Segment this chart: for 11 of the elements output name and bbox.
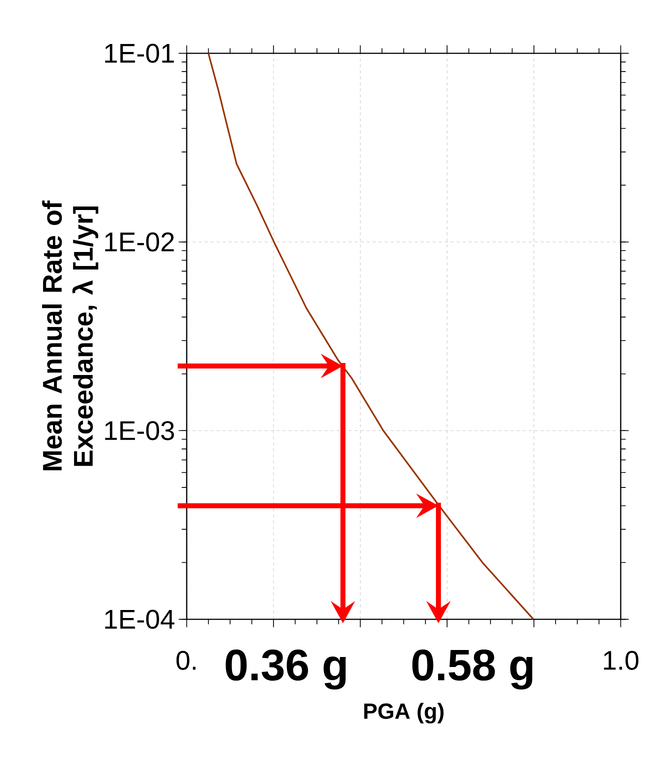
y-tick-label: 1E-01 [105,44,174,63]
annotation: 0.36 g [226,650,346,690]
y-tick-label: 1E-02 [105,232,174,252]
annotation: 0.58 g [412,650,532,690]
y-axis-title: Mean Annual Rate of Exceedance, λ [1/yr] [42,200,98,470]
y-tick-label: 1E-03 [105,421,174,440]
line-series [208,52,534,620]
x-tick-label: 1.0 [604,650,638,670]
x-tick-label: 0. [176,650,196,670]
x-axis-title: PGA (g) [364,702,444,724]
y-tick-label: 1E-04 [105,610,174,629]
